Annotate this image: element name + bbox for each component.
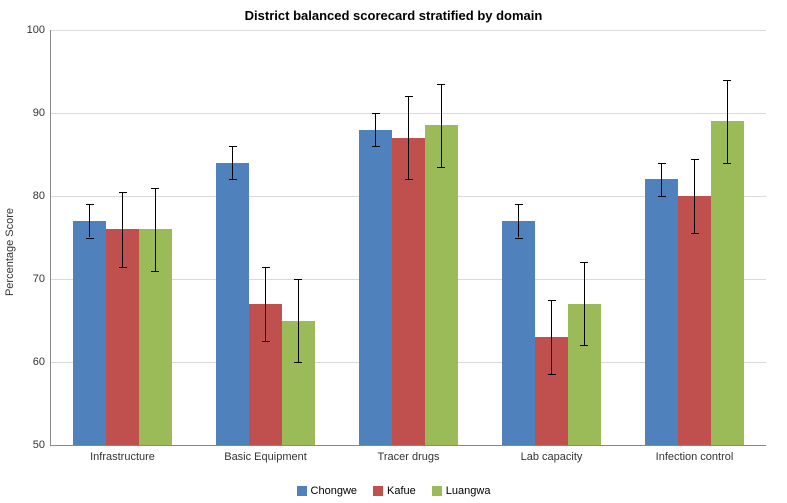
error-bar xyxy=(298,279,299,362)
error-bar xyxy=(661,163,662,196)
x-tick-label: Infrastructure xyxy=(90,445,155,463)
legend-swatch xyxy=(373,486,383,496)
error-bar xyxy=(694,159,695,234)
error-cap xyxy=(119,267,127,268)
error-cap xyxy=(151,271,159,272)
bar xyxy=(216,163,249,445)
error-bar xyxy=(89,204,90,237)
y-tick-label: 50 xyxy=(33,439,51,451)
y-tick-label: 70 xyxy=(33,273,51,285)
bar xyxy=(711,121,744,445)
error-cap xyxy=(580,345,588,346)
error-cap xyxy=(262,341,270,342)
error-cap xyxy=(372,146,380,147)
error-cap xyxy=(437,84,445,85)
y-tick-label: 90 xyxy=(33,107,51,119)
error-cap xyxy=(580,262,588,263)
error-cap xyxy=(86,238,94,239)
plot-area: 5060708090100InfrastructureBasic Equipme… xyxy=(50,30,766,446)
y-axis-label: Percentage Score xyxy=(4,207,16,295)
y-tick-label: 60 xyxy=(33,356,51,368)
error-cap xyxy=(229,179,237,180)
error-bar xyxy=(441,84,442,167)
error-cap xyxy=(86,204,94,205)
error-cap xyxy=(515,204,523,205)
error-cap xyxy=(658,163,666,164)
chart-container: District balanced scorecard stratified b… xyxy=(0,0,787,503)
error-cap xyxy=(437,167,445,168)
y-tick-label: 80 xyxy=(33,190,51,202)
error-bar xyxy=(584,262,585,345)
error-cap xyxy=(405,96,413,97)
error-bar xyxy=(122,192,123,267)
legend: Chongwe Kafue Luangwa xyxy=(0,485,787,497)
bar xyxy=(359,130,392,445)
legend-swatch xyxy=(432,486,442,496)
error-cap xyxy=(548,300,556,301)
error-cap xyxy=(548,374,556,375)
error-bar xyxy=(265,267,266,342)
legend-swatch xyxy=(297,486,307,496)
x-tick-label: Lab capacity xyxy=(521,445,583,463)
error-bar xyxy=(232,146,233,179)
bar xyxy=(73,221,106,445)
error-bar xyxy=(551,300,552,375)
error-cap xyxy=(262,267,270,268)
gridline xyxy=(51,30,766,31)
error-cap xyxy=(294,362,302,363)
legend-item: Chongwe xyxy=(297,485,357,497)
error-cap xyxy=(723,163,731,164)
error-cap xyxy=(658,196,666,197)
chart-title: District balanced scorecard stratified b… xyxy=(0,8,787,23)
x-tick-label: Infection control xyxy=(656,445,734,463)
error-cap xyxy=(691,233,699,234)
error-cap xyxy=(151,188,159,189)
y-tick-label: 100 xyxy=(27,24,51,36)
x-tick-label: Tracer drugs xyxy=(378,445,440,463)
error-bar xyxy=(375,113,376,146)
legend-label: Luangwa xyxy=(446,485,491,497)
error-cap xyxy=(723,80,731,81)
error-bar xyxy=(518,204,519,237)
legend-item: Luangwa xyxy=(432,485,491,497)
error-cap xyxy=(229,146,237,147)
error-cap xyxy=(405,179,413,180)
legend-label: Chongwe xyxy=(311,485,357,497)
bar xyxy=(425,125,458,445)
error-cap xyxy=(515,238,523,239)
x-tick-label: Basic Equipment xyxy=(224,445,307,463)
bar xyxy=(502,221,535,445)
error-cap xyxy=(294,279,302,280)
error-cap xyxy=(691,159,699,160)
legend-item: Kafue xyxy=(373,485,416,497)
error-bar xyxy=(727,80,728,163)
legend-label: Kafue xyxy=(387,485,416,497)
error-cap xyxy=(372,113,380,114)
error-bar xyxy=(408,96,409,179)
bar xyxy=(645,179,678,445)
error-cap xyxy=(119,192,127,193)
error-bar xyxy=(155,188,156,271)
bar xyxy=(392,138,425,445)
